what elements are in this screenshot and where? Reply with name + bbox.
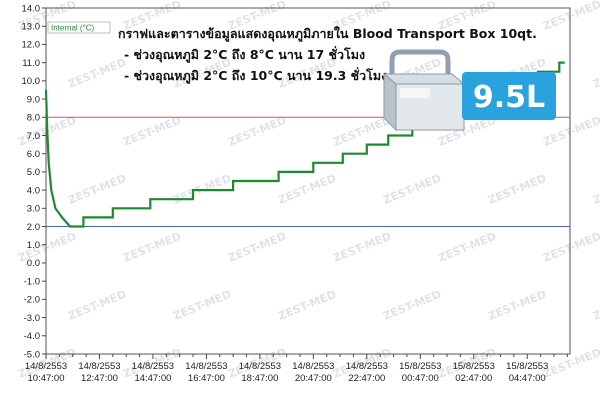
watermark-text: ZEST-MED (171, 288, 233, 323)
y-tick-label: -4.0 (24, 331, 40, 342)
volume-badge: 9.5L (462, 72, 556, 120)
y-tick-label: 9.0 (27, 94, 40, 105)
y-tick-label: 0.0 (27, 258, 40, 269)
watermark-text: ZEST-MED (591, 172, 600, 207)
cooler-box-icon (382, 49, 466, 132)
watermark-text: ZEST-MED (541, 0, 600, 33)
y-tick-label: 4.0 (27, 185, 40, 196)
x-tick-label-time: 04:47:00 (509, 373, 546, 384)
y-tick-label: -5.0 (24, 349, 40, 360)
watermark-text: ZEST-MED (16, 230, 78, 265)
x-tick-label-time: 10:47:00 (28, 373, 65, 384)
watermark-text: ZEST-MED (486, 288, 548, 323)
y-tick-label: 8.0 (27, 113, 40, 124)
x-tick-label-date: 14/8/2553 (239, 361, 281, 372)
watermark-text: ZEST-MED (331, 230, 393, 265)
y-tick-label: 11.0 (22, 58, 40, 69)
legend: Internal (°C) (47, 21, 111, 34)
watermark-text: ZEST-MED (591, 56, 600, 91)
volume-badge-text: 9.5L (473, 80, 545, 115)
x-tick-label-date: 14/8/2553 (132, 361, 174, 372)
watermark-text: ZEST-MED (591, 288, 600, 323)
y-tick-label: -2.0 (24, 295, 40, 306)
x-tick-label-time: 22:47:00 (348, 373, 385, 384)
x-tick-label-date: 14/8/2553 (78, 361, 120, 372)
x-tick-label-date: 14/8/2553 (25, 361, 67, 372)
y-tick-label: 6.0 (27, 149, 40, 160)
y-tick-label: 5.0 (27, 167, 40, 178)
watermark-text: ZEST-MED (66, 172, 128, 207)
y-tick-label: 7.0 (27, 131, 40, 142)
watermark-text: ZEST-MED (486, 172, 548, 207)
watermark-text: ZEST-MED (66, 56, 128, 91)
x-tick-label-time: 12:47:00 (81, 373, 118, 384)
chart-subtitle-1: - ช่วงอุณหภูมิ 2°C ถึง 8°C นาน 17 ชั่วโม… (124, 46, 365, 63)
x-axis-labels: 14/8/255310:47:0014/8/255312:47:0014/8/2… (25, 361, 548, 384)
watermark-text: ZEST-MED (541, 346, 600, 381)
x-tick-label-time: 14:47:00 (134, 373, 171, 384)
chart-subtitle-2: - ช่วงอุณหภูมิ 2°C ถึง 10°C นาน 19.3 ชั่… (124, 67, 387, 84)
x-tick-label-date: 15/8/2553 (399, 361, 441, 372)
watermark-text: ZEST-MED (66, 288, 128, 323)
chart-title: กราฟและตารางข้อมูลแสดงอุณหภูมิภายใน Bloo… (118, 26, 537, 42)
x-tick-label-date: 15/8/2553 (506, 361, 548, 372)
y-tick-label: 14.0 (22, 3, 41, 14)
y-tick-label: -1.0 (24, 276, 40, 287)
x-tick-marks (45, 354, 568, 359)
y-tick-label: 1.0 (27, 240, 40, 251)
x-tick-label-date: 14/8/2553 (185, 361, 227, 372)
plot-area (45, 7, 571, 355)
watermark-text: ZEST-MED (276, 172, 338, 207)
watermark-text: ZEST-MED (541, 230, 600, 265)
watermark-text: ZEST-MED (381, 172, 443, 207)
y-tick-marks (42, 7, 46, 355)
watermark-text: ZEST-MED (121, 114, 183, 149)
x-tick-label-date: 14/8/2553 (346, 361, 388, 372)
y-tick-label: -3.0 (24, 313, 40, 324)
x-tick-label-date: 15/8/2553 (453, 361, 495, 372)
x-tick-label-time: 18:47:00 (241, 373, 278, 384)
watermark-text: ZEST-MED (436, 230, 498, 265)
y-tick-label: 13.0 (22, 22, 41, 33)
y-tick-label: 12.0 (22, 40, 41, 51)
x-tick-label-date: 14/8/2553 (292, 361, 334, 372)
y-axis-labels: 14.0 13.0 12.0 11.0 10.0 9.0 8.0 7.0 6.0 5.0 4.0 3.… (22, 3, 41, 360)
legend-label: Internal (°C) (51, 24, 95, 33)
watermark-text: ZEST-MED (381, 288, 443, 323)
x-tick-label-time: 02:47:00 (455, 373, 492, 384)
watermark-text: ZEST-MED (226, 114, 288, 149)
y-tick-label: 3.0 (27, 204, 40, 215)
watermark-text: ZEST-MED (121, 230, 183, 265)
watermark-text: ZEST-MED (226, 230, 288, 265)
x-tick-label-time: 16:47:00 (188, 373, 225, 384)
watermark-text: ZEST-MED (276, 288, 338, 323)
y-tick-label: 2.0 (27, 222, 40, 233)
x-tick-label-time: 20:47:00 (295, 373, 332, 384)
x-tick-label-time: 00:47:00 (402, 373, 439, 384)
y-tick-label: 10.0 (22, 76, 41, 87)
